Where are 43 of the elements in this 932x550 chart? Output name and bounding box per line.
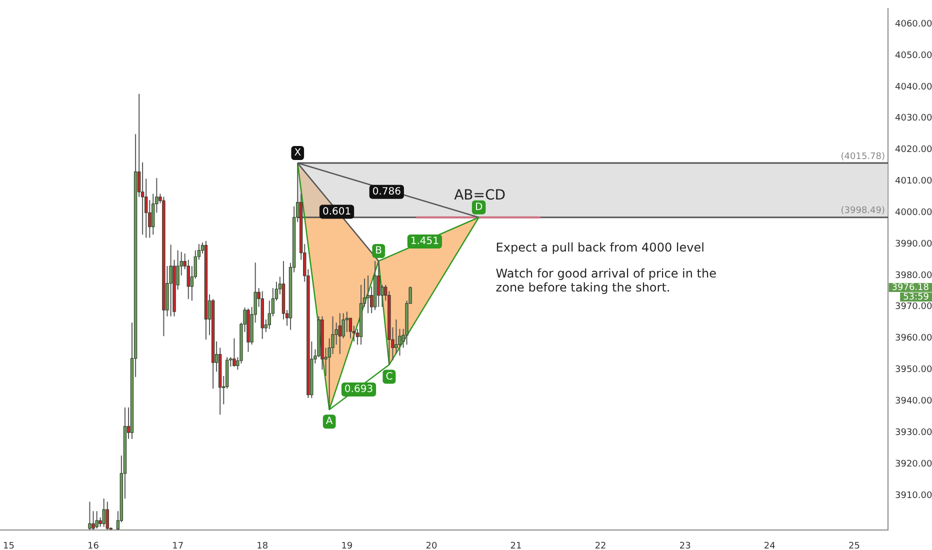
y-tick-label: 3950.00: [895, 365, 932, 376]
annotation: 0.601: [322, 206, 352, 218]
x-tick-label: 21: [510, 542, 522, 550]
annotation: 1.451: [410, 236, 440, 248]
y-tick-label: 4060.00: [895, 19, 932, 30]
annotation: 0.693: [344, 384, 374, 396]
annotation: 0.786: [372, 186, 401, 198]
x-tick-label: 17: [172, 542, 184, 550]
x-tick-label: 19: [341, 542, 353, 550]
text: 3976.18: [892, 282, 930, 293]
x-tick-label: 20: [426, 542, 438, 550]
y-tick-label: 4040.00: [895, 82, 932, 92]
y-tick-label: 4030.00: [895, 114, 932, 124]
annotation: C: [386, 371, 393, 382]
y-tick-label: 3990.00: [895, 239, 932, 250]
x-tick-label: 18: [256, 542, 268, 550]
y-tick-label: 3920.00: [895, 459, 932, 470]
x-tick-label: 23: [679, 542, 691, 550]
annotation: B: [375, 246, 382, 257]
x-tick-label: 22: [594, 542, 606, 550]
annotation: X: [294, 148, 302, 159]
y-tick-label: 3930.00: [895, 428, 932, 438]
y-tick-label: 4010.00: [895, 176, 932, 187]
text: 53:59: [903, 292, 930, 302]
y-tick-label: 4020.00: [895, 145, 932, 156]
x-tick-label: 25: [848, 542, 860, 550]
annotation: AB=CD: [454, 187, 506, 204]
x-tick-label: 16: [88, 542, 100, 550]
annotation: Watch for good arrival of price in the zone before taking the short.: [496, 266, 716, 294]
y-tick-label: 3970.00: [895, 302, 932, 312]
ref-line-label: (4015.78): [840, 152, 885, 162]
y-tick-label: 3960.00: [895, 334, 932, 344]
y-tick-label: 3910.00: [895, 490, 932, 501]
ref-line-label: (3998.49): [840, 206, 885, 216]
annotation: Expect a pull back from 4000 level: [496, 240, 704, 254]
x-tick-label: 15: [3, 542, 14, 550]
annotation: D: [474, 202, 483, 213]
y-tick-label: 3940.00: [895, 396, 932, 407]
y-tick-label: 4000.00: [895, 208, 932, 218]
y-tick-label: 3980.00: [895, 270, 932, 281]
annotation: A: [326, 416, 333, 428]
y-tick-label: 4050.00: [895, 50, 932, 61]
x-tick-label: 24: [764, 542, 776, 550]
